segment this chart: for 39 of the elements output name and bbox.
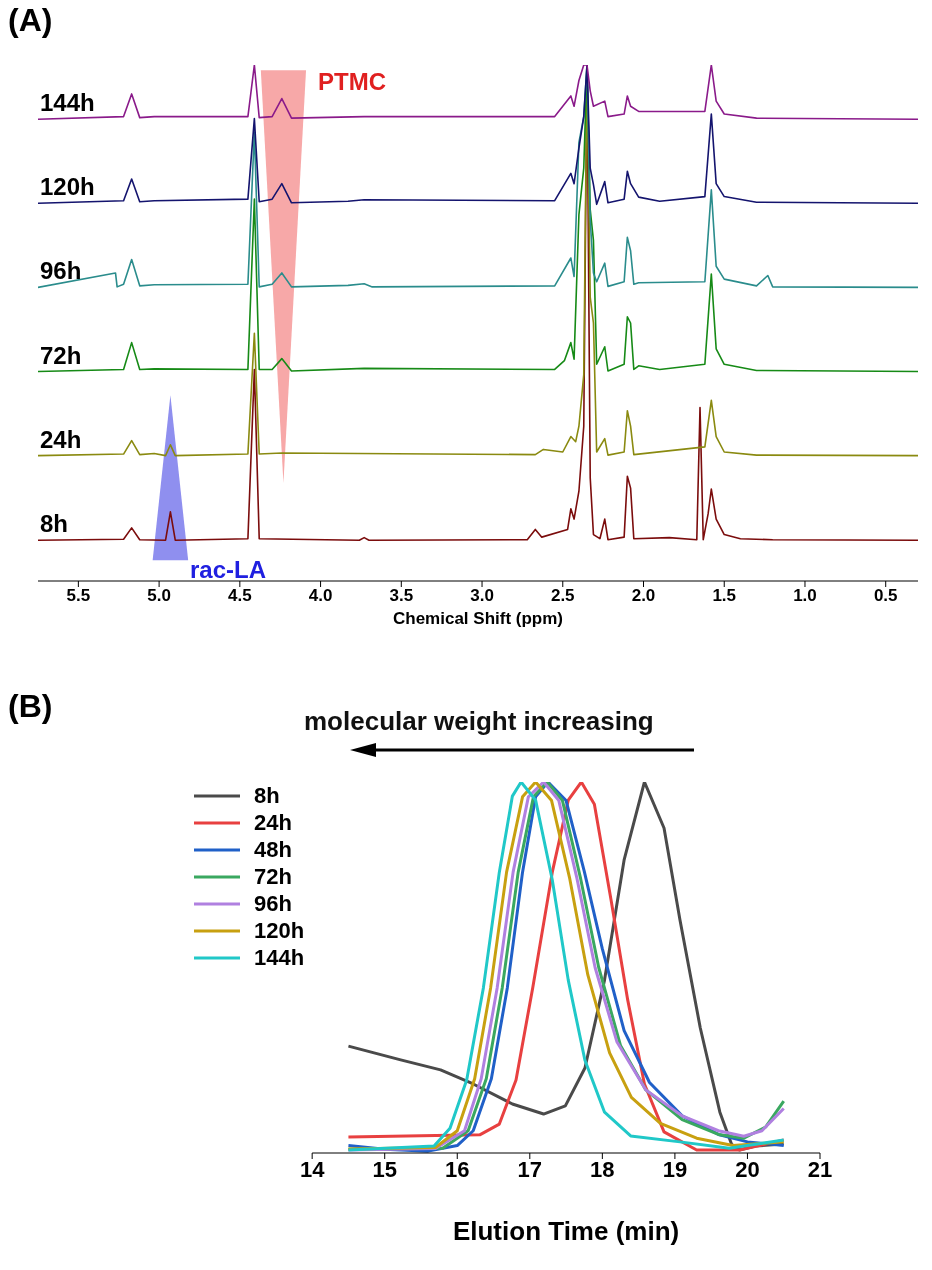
legend-label: 120h: [254, 917, 305, 944]
x-tick-label: 3.5: [389, 586, 414, 606]
legend-label: 24h: [254, 809, 292, 836]
series-label: 96h: [40, 257, 82, 285]
series-label: 72h: [40, 341, 82, 369]
x-tick-label: 1.5: [712, 586, 737, 606]
x-tick-label: 21: [807, 1156, 833, 1182]
x-tick-label: 1.0: [793, 586, 817, 606]
x-tick-label: 2.0: [631, 586, 656, 606]
x-tick-label: 4.5: [228, 586, 252, 606]
legend-label: 48h: [254, 836, 292, 863]
chart-title: (A): [8, 2, 53, 39]
x-tick-label: 4.0: [308, 586, 333, 606]
x-axis-title: Elution Time (min): [452, 1216, 680, 1246]
x-tick-label: 2.5: [550, 586, 575, 606]
x-tick-label: 20: [735, 1156, 760, 1182]
text: (B): [8, 688, 53, 725]
series-label: 8h: [40, 510, 69, 538]
legend-label: 144h: [254, 944, 305, 971]
series-label: 144h: [40, 89, 95, 117]
x-tick-label: 19: [662, 1156, 688, 1182]
x-tick-label: 5.0: [147, 586, 171, 606]
annotation: PTMC: [318, 68, 386, 96]
legend-label: 72h: [254, 863, 292, 890]
legend-label: 96h: [254, 890, 292, 917]
x-tick-label: 18: [590, 1156, 615, 1182]
series-label: 24h: [40, 425, 82, 453]
series-label: 120h: [40, 173, 95, 201]
text: molecular weight increasing: [304, 706, 654, 737]
x-tick-label: 3.0: [470, 586, 494, 606]
annotation: rac-LA: [190, 556, 267, 584]
legend-label: 8h: [254, 782, 280, 809]
x-tick-label: 15: [372, 1156, 397, 1182]
x-axis-title: Chemical Shift (ppm): [392, 609, 564, 628]
x-tick-label: 5.5: [66, 586, 91, 606]
x-tick-label: 0.5: [873, 586, 898, 606]
x-tick-label: 16: [445, 1156, 470, 1182]
x-tick-label: 14: [299, 1156, 326, 1182]
x-tick-label: 17: [517, 1156, 543, 1182]
